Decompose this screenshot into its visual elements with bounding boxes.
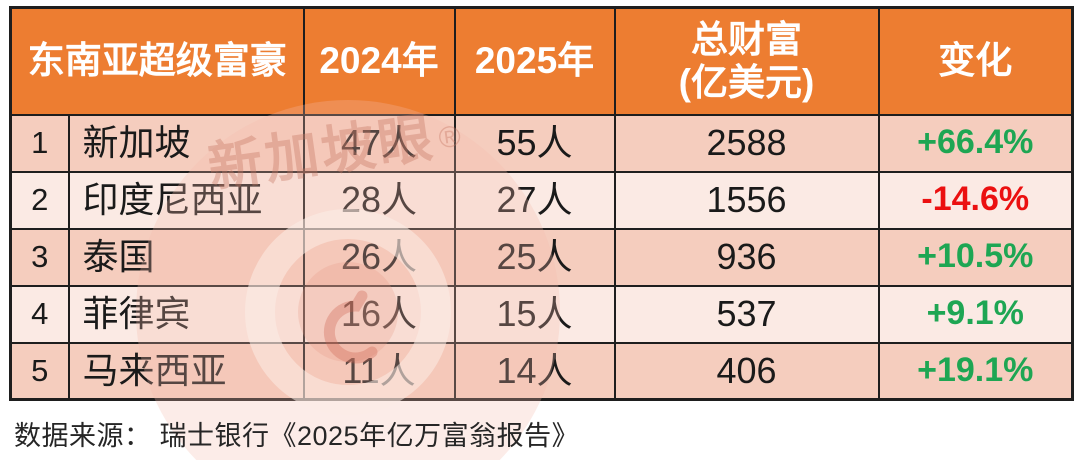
table-header-row: 东南亚超级富豪 2024年 2025年 总财富 (亿美元) 变化 (9, 6, 1074, 116)
wealth-header-line2: (亿美元) (678, 62, 815, 104)
col-header-2024: 2024年 (302, 6, 456, 116)
table-row: 3 泰国 26人 25人 936 +10.5% (9, 227, 1074, 287)
count-2024-cell: 11人 (302, 341, 456, 401)
wealth-header-line1: 总财富 (691, 18, 802, 60)
country-cell: 泰国 (67, 227, 305, 287)
rank-cell: 5 (9, 341, 70, 401)
country-cell: 新加坡 (67, 113, 305, 173)
col-header-change: 变化 (877, 6, 1074, 116)
rank-cell: 4 (9, 284, 70, 344)
count-2025-cell: 27人 (453, 170, 616, 230)
rank-cell: 3 (9, 227, 70, 287)
col-header-region: 东南亚超级富豪 (9, 6, 305, 116)
col-header-2025: 2025年 (453, 6, 616, 116)
rank-cell: 2 (9, 170, 70, 230)
country-cell: 菲律宾 (67, 284, 305, 344)
wealth-cell: 1556 (613, 170, 880, 230)
wealth-cell: 406 (613, 341, 880, 401)
count-2024-cell: 47人 (302, 113, 456, 173)
count-2024-cell: 16人 (302, 284, 456, 344)
data-source: 数据来源： 瑞士银行《2025年亿万富翁报告》 (14, 421, 580, 451)
count-2025-cell: 15人 (453, 284, 616, 344)
change-cell: +10.5% (877, 227, 1074, 287)
country-cell: 马来西亚 (67, 341, 305, 401)
change-cell: -14.6% (877, 170, 1074, 230)
table-row: 2 印度尼西亚 28人 27人 1556 -14.6% (9, 170, 1074, 230)
country-cell: 印度尼西亚 (67, 170, 305, 230)
change-cell: +19.1% (877, 341, 1074, 401)
col-header-total-wealth: 总财富 (亿美元) (613, 6, 880, 116)
change-cell: +66.4% (877, 113, 1074, 173)
wealth-cell: 537 (613, 284, 880, 344)
count-2024-cell: 26人 (302, 227, 456, 287)
wealth-cell: 936 (613, 227, 880, 287)
count-2025-cell: 55人 (453, 113, 616, 173)
count-2025-cell: 25人 (453, 227, 616, 287)
change-cell: +9.1% (877, 284, 1074, 344)
count-2025-cell: 14人 (453, 341, 616, 401)
rank-cell: 1 (9, 113, 70, 173)
rich-list-table: 东南亚超级富豪 2024年 2025年 总财富 (亿美元) 变化 1 新加坡 4… (9, 6, 1074, 401)
wealth-cell: 2588 (613, 113, 880, 173)
table-row: 4 菲律宾 16人 15人 537 +9.1% (9, 284, 1074, 344)
table-row: 5 马来西亚 11人 14人 406 +19.1% (9, 341, 1074, 401)
count-2024-cell: 28人 (302, 170, 456, 230)
table-row: 1 新加坡 47人 55人 2588 +66.4% (9, 113, 1074, 173)
